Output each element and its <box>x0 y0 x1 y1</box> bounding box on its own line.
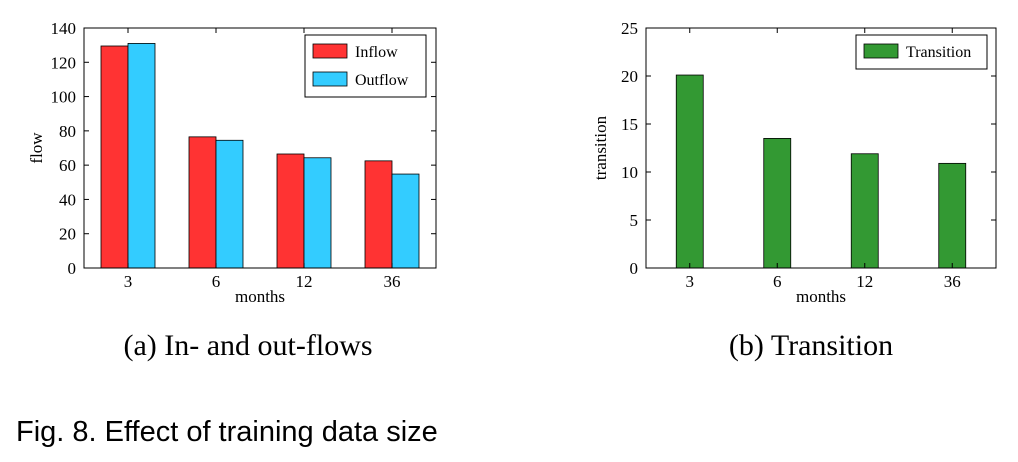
y-tick-label: 0 <box>68 259 77 278</box>
subcaption-b: (b) Transition <box>729 329 893 362</box>
legend-label-outflow: Outflow <box>355 72 409 89</box>
legend-swatch-inflow <box>312 43 348 59</box>
x-tick-label: 12 <box>296 272 313 291</box>
y-tick-label: 25 <box>621 19 638 38</box>
bar-transition-36 <box>938 162 967 269</box>
y-axis-label: flow <box>27 132 46 164</box>
bar-inflow-3 <box>100 45 129 269</box>
y-tick-label: 0 <box>630 259 639 278</box>
legend-label-transition: Transition <box>906 44 971 61</box>
bar-outflow-6 <box>215 139 244 269</box>
y-tick-label: 5 <box>630 211 639 230</box>
y-axis-label: transition <box>591 115 610 180</box>
bar-transition-12 <box>850 153 879 269</box>
x-tick-label: 3 <box>124 272 133 291</box>
bar-outflow-36 <box>391 173 420 269</box>
figure-caption: Fig. 8. Effect of training data size <box>16 416 438 448</box>
y-tick-label: 20 <box>621 67 638 86</box>
y-tick-label: 40 <box>59 190 76 209</box>
x-tick-label: 3 <box>686 272 695 291</box>
y-tick-label: 100 <box>51 88 77 107</box>
y-tick-label: 60 <box>59 156 76 175</box>
legend-swatch-outflow <box>312 71 348 87</box>
plot-frame <box>83 27 437 269</box>
y-tick-label: 20 <box>59 225 76 244</box>
x-tick-label: 36 <box>944 272 961 291</box>
subcaption-a: (a) In- and out-flows <box>123 329 372 362</box>
x-tick-label: 12 <box>856 272 873 291</box>
plot-frame <box>645 27 997 269</box>
y-tick-label: 15 <box>621 115 638 134</box>
y-tick-label: 10 <box>621 163 638 182</box>
y-tick-label: 140 <box>51 19 77 38</box>
bar-transition-3 <box>675 74 704 269</box>
y-tick-label: 80 <box>59 122 76 141</box>
bar-inflow-6 <box>188 136 217 269</box>
legend-label-inflow: Inflow <box>355 44 398 61</box>
x-axis-label: months <box>235 287 285 306</box>
y-tick-label: 120 <box>51 53 77 72</box>
x-axis-label: months <box>796 287 846 306</box>
x-tick-label: 6 <box>773 272 782 291</box>
x-tick-label: 36 <box>384 272 401 291</box>
bar-inflow-36 <box>364 160 393 269</box>
x-tick-label: 6 <box>212 272 221 291</box>
bar-outflow-12 <box>303 157 332 269</box>
bar-inflow-12 <box>276 153 305 269</box>
bar-transition-6 <box>763 137 792 269</box>
bar-outflow-3 <box>127 43 156 269</box>
legend-swatch-transition <box>863 43 899 59</box>
